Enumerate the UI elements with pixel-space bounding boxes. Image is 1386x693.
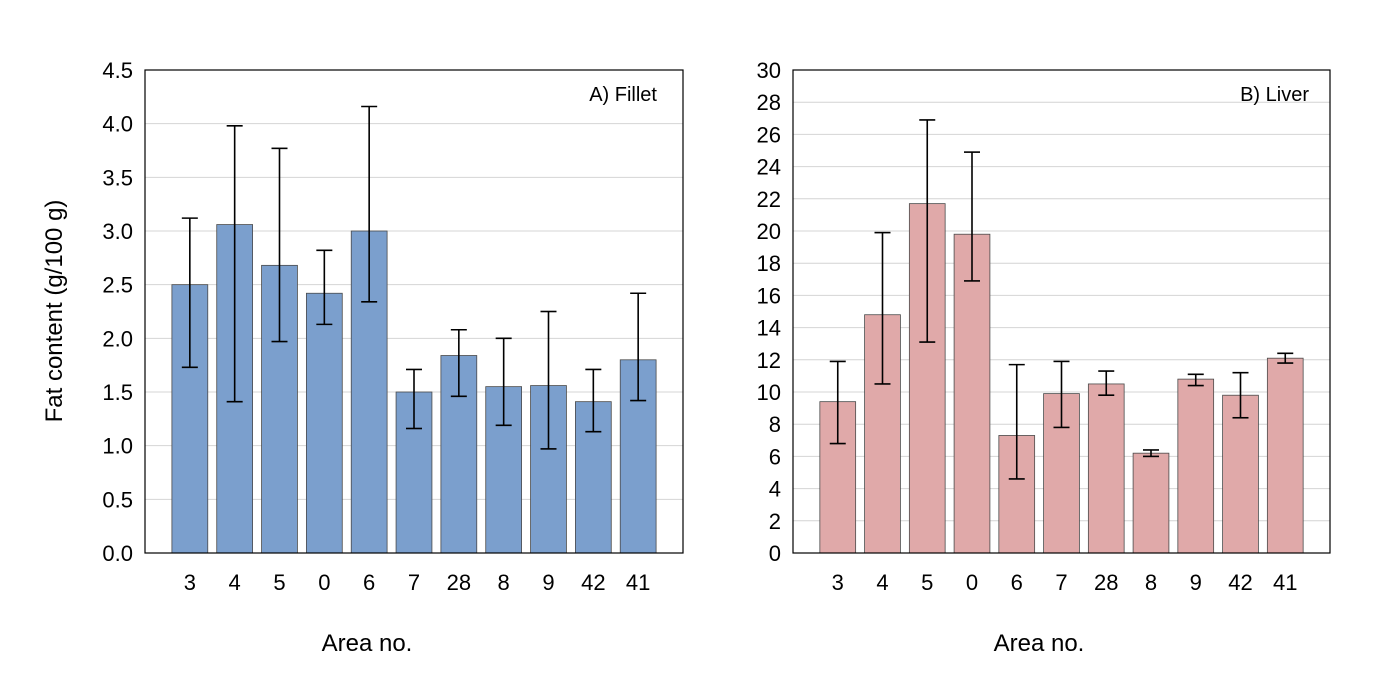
panel-b-x-tick-label: 9 xyxy=(1190,570,1202,595)
panel-b-error-bar-7 xyxy=(1053,360,1070,429)
panel-b-y-tick-label: 22 xyxy=(757,187,781,212)
panel-a-y-tick-label: 1.0 xyxy=(102,434,133,459)
panel-b-label: B) Liver xyxy=(1240,84,1309,106)
panel-a-x-tick-label: 5 xyxy=(273,570,285,595)
panel-b-y-tick-label: 6 xyxy=(769,444,781,469)
panel-a-y-tick-label: 1.5 xyxy=(102,380,133,405)
panel-b-y-tick-label: 18 xyxy=(757,251,781,276)
panel-b-x-tick-label: 3 xyxy=(832,570,844,595)
panel-b-x-tick-label: 5 xyxy=(921,570,933,595)
panel-b-x-tick-label: 6 xyxy=(1011,570,1023,595)
panel-a-error-bar-9 xyxy=(540,310,557,450)
panel-b-x-tick-label: 8 xyxy=(1145,570,1157,595)
panel-b-x-tick-label: 28 xyxy=(1094,570,1118,595)
panel-a-error-bar-5 xyxy=(271,147,288,343)
panel-b-y-tick-label: 10 xyxy=(757,380,781,405)
panel-a-error-bar-6 xyxy=(361,105,378,303)
panel-b-bar-41 xyxy=(1266,357,1304,554)
panel-b-y-tick-label: 12 xyxy=(757,348,781,373)
panel-a-y-tick-label: 4.0 xyxy=(102,112,133,137)
panel-b-error-bar-0 xyxy=(964,151,980,282)
panel-b-bar-0 xyxy=(953,233,991,554)
panel-b-y-tick-label: 20 xyxy=(757,219,781,244)
panel-a-y-axis-title: Fat content (g/100 g) xyxy=(41,200,68,423)
panel-a-error-bar-0 xyxy=(316,249,333,326)
panel-a-error-bar-4 xyxy=(226,125,243,403)
panel-a-y-tick-label: 3.0 xyxy=(102,219,133,244)
panel-b-y-tick-label: 8 xyxy=(769,412,781,437)
panel-a-error-bar-3 xyxy=(181,217,198,369)
panel-b-x-tick-label: 41 xyxy=(1273,570,1297,595)
panel-b-x-tick-label: 4 xyxy=(876,570,888,595)
panel-a-bar-6 xyxy=(350,230,388,554)
panel-b-y-tick-label: 14 xyxy=(757,316,781,341)
panel-b-error-bar-5 xyxy=(919,119,936,343)
panel-a-fillet-chart: 0.0 0.5 1.0 1.5 2.0 2.5 3.0 3.5 4.0 4.5 3 4 5 0 6 7 28 8 9… xyxy=(41,58,684,657)
panel-b-y-tick-label: 4 xyxy=(769,477,781,502)
panel-b-y-tick-label: 0 xyxy=(769,541,781,566)
panel-b-y-tick-label: 26 xyxy=(757,122,781,147)
panel-b-y-tick-label: 30 xyxy=(757,58,781,83)
panel-a-x-tick-label: 28 xyxy=(447,570,471,595)
panel-b-bar-8 xyxy=(1132,452,1170,554)
panel-a-error-bar-28 xyxy=(450,328,467,398)
panel-a-y-tick-label: 0.0 xyxy=(102,541,133,566)
panel-b-bar-28 xyxy=(1087,383,1125,554)
panel-a-x-tick-label: 41 xyxy=(626,570,650,595)
panel-a-error-bar-41 xyxy=(630,292,647,402)
panel-a-x-tick-label: 7 xyxy=(408,570,420,595)
panel-b-x-tick-label: 0 xyxy=(966,570,978,595)
panel-b-plot-frame xyxy=(792,69,1331,554)
panel-b-bar-42 xyxy=(1222,394,1259,554)
panel-a-y-tick-label: 4.5 xyxy=(102,58,133,83)
panel-a-error-bar-8 xyxy=(495,337,512,427)
panel-a-error-bar-7 xyxy=(406,368,422,430)
panel-a-x-tick-label: 42 xyxy=(581,570,605,595)
panel-b-x-tick-label: 7 xyxy=(1055,570,1067,595)
panel-b-error-bar-4 xyxy=(874,231,891,385)
panel-b-error-bar-42 xyxy=(1232,371,1249,419)
panel-b-x-tick-label: 42 xyxy=(1228,570,1252,595)
panel-a-x-tick-label: 4 xyxy=(229,570,241,595)
panel-a-y-tick-label: 2.5 xyxy=(102,273,133,298)
panel-a-x-tick-label: 8 xyxy=(498,570,510,595)
panel-a-bar-0 xyxy=(305,292,343,554)
panel-a-x-tick-label: 6 xyxy=(363,570,375,595)
panel-b-error-bar-9 xyxy=(1187,373,1204,387)
panel-a-x-tick-label: 3 xyxy=(184,570,196,595)
panel-b-y-tick-label: 24 xyxy=(757,155,781,180)
panel-a-x-tick-label: 9 xyxy=(542,570,554,595)
panel-b-bar-9 xyxy=(1177,378,1215,554)
panel-a-x-axis-title: Area no. xyxy=(322,630,413,657)
panel-b-x-axis-title: Area no. xyxy=(994,630,1085,657)
panel-a-error-bar-42 xyxy=(585,368,602,433)
panel-b-y-tick-label: 2 xyxy=(769,509,781,534)
panel-b-error-bar-41 xyxy=(1277,352,1294,364)
panel-b-error-bar-28 xyxy=(1098,370,1115,397)
panel-b-error-bar-8 xyxy=(1143,449,1159,458)
panel-a-label: A) Fillet xyxy=(589,84,657,106)
panel-b-error-bar-6 xyxy=(1008,363,1025,480)
panel-a-plot-frame xyxy=(144,69,684,554)
panel-a-x-tick-label: 0 xyxy=(318,570,330,595)
panel-a-y-tick-label: 3.5 xyxy=(102,165,133,190)
panel-b-y-tick-label: 16 xyxy=(757,283,781,308)
panel-a-y-tick-label: 2.0 xyxy=(102,326,133,351)
panel-a-y-tick-label: 0.5 xyxy=(102,487,133,512)
panel-b-y-tick-label: 28 xyxy=(757,90,781,115)
panel-b-error-bar-3 xyxy=(829,360,846,445)
